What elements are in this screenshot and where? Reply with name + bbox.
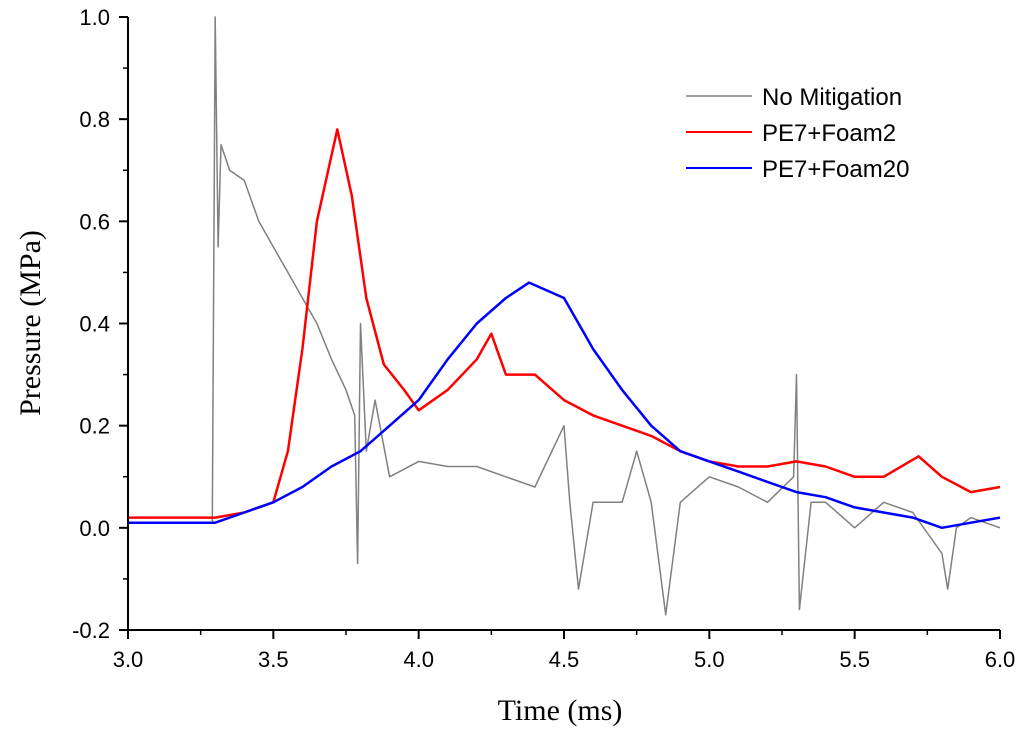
y-tick-label: 1.0 <box>79 5 110 30</box>
y-tick-label: 0.0 <box>79 516 110 541</box>
x-tick-label: 4.0 <box>403 647 434 672</box>
series-line-pe7-foam2 <box>128 128 1001 519</box>
series-line-no-mitigation <box>128 16 1001 616</box>
x-tick-label: 3.0 <box>113 647 144 672</box>
x-tick-label: 5.5 <box>839 647 870 672</box>
legend-label: PE7+Foam20 <box>762 156 909 183</box>
x-tick-label: 4.5 <box>549 647 580 672</box>
axis-ticks: 3.0 3.5 4.0 4.5 5.0 5.5 6.0 -0.2 0.0 0.2 0.4 0.6 0.8… <box>72 5 1015 672</box>
legend: No Mitigation PE7+Foam2 PE7+Foam20 <box>686 84 909 183</box>
x-tick-label: 6.0 <box>985 647 1016 672</box>
y-tick-label: 0.8 <box>79 107 110 132</box>
legend-label: PE7+Foam2 <box>762 120 896 147</box>
plot-area <box>128 16 1001 616</box>
series-line-pe7-foam20 <box>128 281 1001 530</box>
x-axis-label: Time (ms) <box>498 694 623 727</box>
y-tick-label: -0.2 <box>72 618 110 643</box>
y-tick-label: 0.2 <box>79 414 110 439</box>
x-tick-label: 5.0 <box>694 647 725 672</box>
x-tick-label: 3.5 <box>258 647 289 672</box>
y-axis-label: Pressure (MPa) <box>14 230 47 416</box>
y-tick-label: 0.4 <box>79 312 110 337</box>
legend-label: No Mitigation <box>762 84 902 111</box>
y-tick-label: 0.6 <box>79 209 110 234</box>
